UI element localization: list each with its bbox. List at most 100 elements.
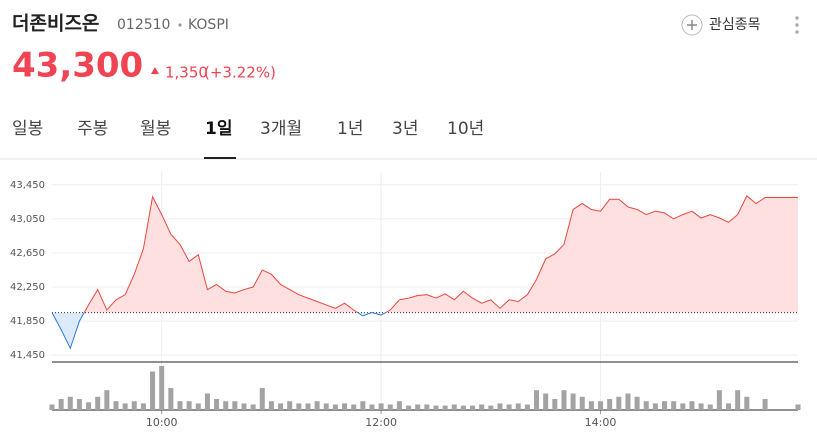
volume-bar (387, 404, 393, 410)
volume-bar (671, 401, 677, 410)
volume-bar (314, 401, 320, 410)
y-tick-label: 41,850 (10, 316, 45, 327)
volume-bar (104, 390, 110, 410)
volume-bar (168, 388, 174, 410)
volume-bar (214, 399, 220, 410)
volume-bar (506, 404, 512, 410)
tab[interactable]: 1일 (205, 119, 232, 139)
volume-bar (332, 404, 338, 410)
volume-bar (570, 393, 576, 410)
volume-bar (323, 403, 329, 410)
volume-bar (634, 396, 640, 410)
change-percent: (+3.22%) (204, 64, 276, 82)
volume-bar (305, 403, 311, 410)
volume-bar (652, 403, 658, 410)
volume-bar (49, 404, 55, 410)
watch-icon (681, 14, 703, 36)
price-line (51, 195, 798, 350)
volume-bar (451, 404, 457, 410)
volume-bar (716, 390, 722, 410)
x-tick-label: 12:00 (365, 416, 397, 429)
x-tick-label: 10:00 (146, 416, 178, 429)
y-tick-label: 42,250 (10, 282, 45, 293)
x-tick-label: 14:00 (585, 416, 617, 429)
volume-bar (415, 404, 421, 410)
volume-bar (424, 404, 430, 410)
area (52, 195, 798, 349)
volume-bar (662, 401, 668, 410)
volume-bar (515, 403, 521, 410)
price: 43,300 (12, 46, 143, 86)
up-arrow (151, 67, 159, 74)
volume-bar (140, 403, 146, 410)
volume-bar (131, 401, 137, 410)
volume-bar (241, 403, 247, 410)
volume-bar (177, 401, 183, 410)
volume-bar (561, 390, 567, 410)
volume-bar (95, 396, 101, 410)
volume-bar (278, 403, 284, 410)
volume-bar (625, 393, 631, 410)
market: KOSPI (188, 17, 229, 33)
volume-bar (122, 403, 128, 410)
volume-bar (396, 401, 402, 410)
y-tick-label: 41,450 (10, 350, 45, 361)
volume-bar (433, 405, 439, 410)
volume-bar (195, 403, 201, 410)
volume-bar (86, 402, 92, 410)
volume-bar (460, 405, 466, 410)
volume-bar (259, 388, 265, 410)
tab[interactable]: 1년 (337, 119, 363, 139)
separator-dot (178, 23, 182, 27)
volume-bar (268, 401, 274, 410)
tab[interactable]: 일봉 (12, 119, 43, 139)
volume-bar (442, 405, 448, 410)
tab[interactable]: 3개월 (260, 119, 302, 139)
stock-name: 더존비즈온 (12, 13, 99, 35)
volume-bar (159, 366, 165, 410)
volume-bar (287, 401, 293, 410)
y-tick-label: 43,450 (10, 180, 45, 191)
volume-bar (76, 399, 82, 410)
volume-bar (689, 401, 695, 410)
tab[interactable]: 주봉 (77, 119, 108, 139)
volume-bar (588, 401, 594, 410)
stock-code: 012510 (117, 17, 170, 33)
volume-bar (204, 393, 210, 410)
watch-button[interactable]: 관심종목 (681, 14, 761, 36)
volume-bar (378, 403, 384, 410)
volume-bar (543, 393, 549, 410)
volume-bar (250, 404, 256, 410)
volume-bar (707, 404, 713, 410)
volume-bar (58, 399, 64, 410)
volume-bar (342, 403, 348, 410)
volume-bar (552, 399, 558, 410)
volume-bar (351, 404, 357, 410)
tab-bar: 일봉 주봉 월봉 1일 3개월 1년 3년 10년 (12, 119, 484, 159)
y-tick-label: 42,650 (10, 248, 45, 259)
more-menu[interactable] (795, 16, 799, 34)
volume-bar (488, 405, 494, 410)
volume-bar (680, 403, 686, 410)
volume-bar (223, 401, 229, 410)
y-tick-label: 43,050 (10, 214, 45, 225)
volume-bar (186, 401, 192, 410)
volume-bar (698, 403, 704, 410)
volume-bar (795, 404, 801, 410)
volume-bar (479, 404, 485, 410)
chart: 41,450 41,850 42,250 42,650 43,050 43,450 10:0… (10, 172, 801, 429)
volume-bar (726, 403, 732, 410)
tab[interactable]: 10년 (447, 119, 484, 139)
tab[interactable]: 3년 (392, 119, 418, 139)
volume-bar (534, 390, 540, 410)
volume-bar (497, 403, 503, 410)
volume-bar (598, 401, 604, 410)
volume-bar (360, 401, 366, 410)
tab[interactable]: 월봉 (140, 119, 171, 139)
change: 1,350 (165, 64, 208, 82)
volume-bar (744, 396, 750, 410)
volume-bar (113, 401, 119, 410)
volume-bar (524, 404, 530, 410)
